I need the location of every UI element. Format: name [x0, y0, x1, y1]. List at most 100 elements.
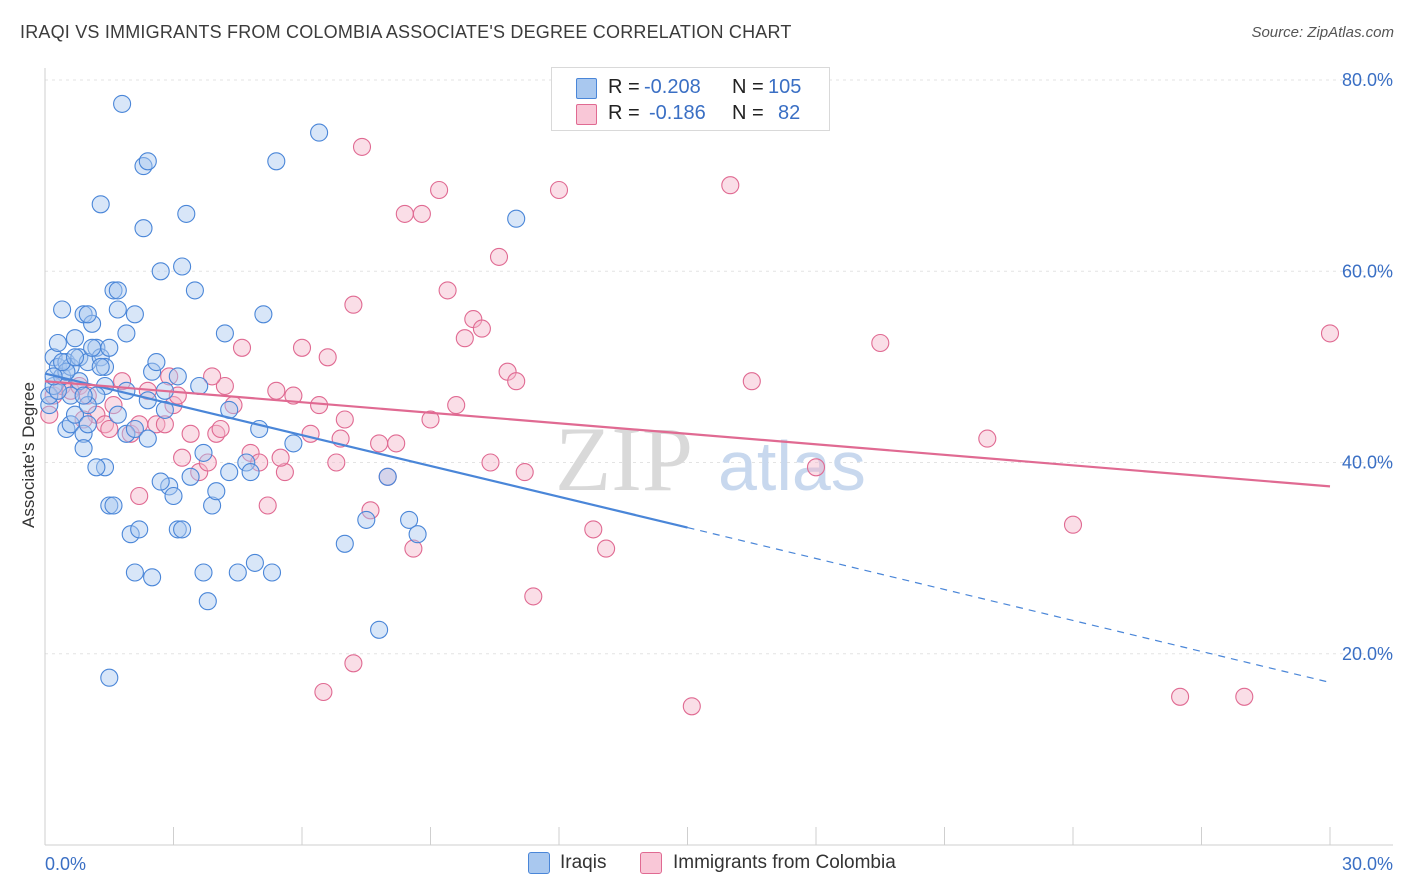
- data-point: [284, 386, 303, 405]
- data-point: [524, 587, 543, 606]
- data-point: [143, 568, 162, 587]
- data-point: [400, 510, 419, 529]
- data-point: [314, 682, 333, 702]
- data-point: [978, 429, 997, 448]
- data-point: [181, 467, 200, 486]
- data-point: [78, 415, 97, 434]
- data-point: [155, 415, 174, 434]
- data-point: [507, 209, 526, 228]
- data-point: [228, 563, 247, 582]
- bottom-legend-label: Iraqis: [560, 852, 607, 873]
- data-point: [203, 367, 222, 386]
- data-point: [113, 372, 132, 391]
- data-point: [245, 553, 264, 572]
- data-point: [404, 539, 423, 558]
- data-point: [95, 357, 115, 376]
- data-point: [134, 219, 153, 238]
- data-point: [220, 463, 239, 482]
- data-point: [104, 496, 123, 515]
- data-point: [74, 424, 93, 443]
- data-point: [100, 496, 119, 515]
- data-point: [271, 448, 290, 467]
- data-point: [357, 510, 376, 529]
- data-point: [194, 563, 213, 582]
- data-point: [241, 463, 260, 482]
- data-point: [168, 520, 187, 539]
- data-point: [173, 257, 192, 276]
- trend-lines: [44, 372, 1331, 684]
- data-point: [267, 381, 286, 400]
- data-point: [108, 300, 127, 319]
- legend-r-label: R =: [608, 102, 640, 124]
- data-point: [438, 281, 457, 300]
- data-point: [70, 348, 89, 367]
- bottom-swatch-pink: [640, 852, 662, 874]
- data-point: [549, 180, 569, 200]
- data-point: [455, 329, 474, 348]
- data-point: [91, 357, 110, 376]
- data-point: [327, 453, 346, 472]
- data-point: [87, 458, 106, 477]
- data-point: [254, 305, 273, 324]
- data-point: [164, 486, 183, 506]
- data-point: [78, 305, 97, 324]
- data-point: [65, 348, 85, 367]
- data-point: [74, 439, 93, 458]
- y-tick-labels: 20.0% 40.0% 60.0% 80.0%: [1342, 70, 1393, 664]
- legend-row-colombia: R = -0.186 N = 82: [576, 102, 826, 126]
- data-point: [198, 592, 217, 611]
- data-point: [871, 333, 890, 353]
- data-point: [48, 333, 67, 353]
- data-point: [370, 434, 389, 453]
- data-point: [143, 362, 162, 381]
- legend-n-label: N =: [732, 102, 764, 124]
- data-point: [412, 204, 431, 223]
- data-point: [168, 367, 187, 386]
- y-axis-label: Associate's Degree: [19, 382, 38, 528]
- data-point: [87, 338, 106, 357]
- legend-row-iraqis: R = -0.208 N = 105: [576, 76, 826, 100]
- data-point: [1063, 515, 1083, 534]
- legend-r-value: -0.208: [644, 76, 701, 98]
- legend-r-value: -0.186: [649, 102, 706, 124]
- data-point: [151, 472, 170, 491]
- data-point: [117, 424, 136, 443]
- data-point: [378, 467, 397, 486]
- iraqis-trend-line: [44, 372, 688, 529]
- data-point: [370, 620, 389, 639]
- legend-swatch-blue: [576, 78, 597, 99]
- data-point: [215, 376, 234, 396]
- legend-n-value: 82: [778, 102, 801, 124]
- data-point: [742, 372, 761, 391]
- source-label: Source: ZipAtlas.com: [1251, 24, 1394, 41]
- legend-r-label: R =: [608, 76, 640, 98]
- data-point: [100, 419, 119, 439]
- data-point: [352, 137, 372, 156]
- data-point: [430, 180, 449, 200]
- data-point: [108, 405, 127, 424]
- y-tick-label: 40.0%: [1342, 453, 1393, 473]
- data-point: [310, 123, 329, 142]
- bottom-legend-label: Immigrants from Colombia: [673, 852, 896, 873]
- bottom-swatch-blue: [528, 852, 550, 874]
- data-point: [284, 434, 303, 453]
- legend-n-label: N =: [732, 76, 764, 98]
- data-point: [138, 429, 157, 448]
- data-point: [408, 525, 427, 544]
- data-point: [207, 482, 226, 501]
- data-point: [125, 419, 144, 439]
- data-point: [181, 424, 200, 443]
- data-point: [104, 281, 123, 300]
- data-point: [65, 405, 85, 424]
- data-point: [160, 477, 179, 496]
- data-point: [83, 314, 102, 333]
- data-point: [806, 458, 826, 477]
- watermark-zip: ZIP: [555, 408, 693, 510]
- watermark-atlas: atlas: [718, 427, 866, 505]
- data-point: [215, 324, 234, 343]
- data-point: [481, 453, 500, 472]
- data-point: [267, 152, 286, 171]
- iraqis-trend-extension: [687, 526, 1331, 684]
- data-point: [138, 152, 157, 171]
- data-point: [125, 563, 144, 582]
